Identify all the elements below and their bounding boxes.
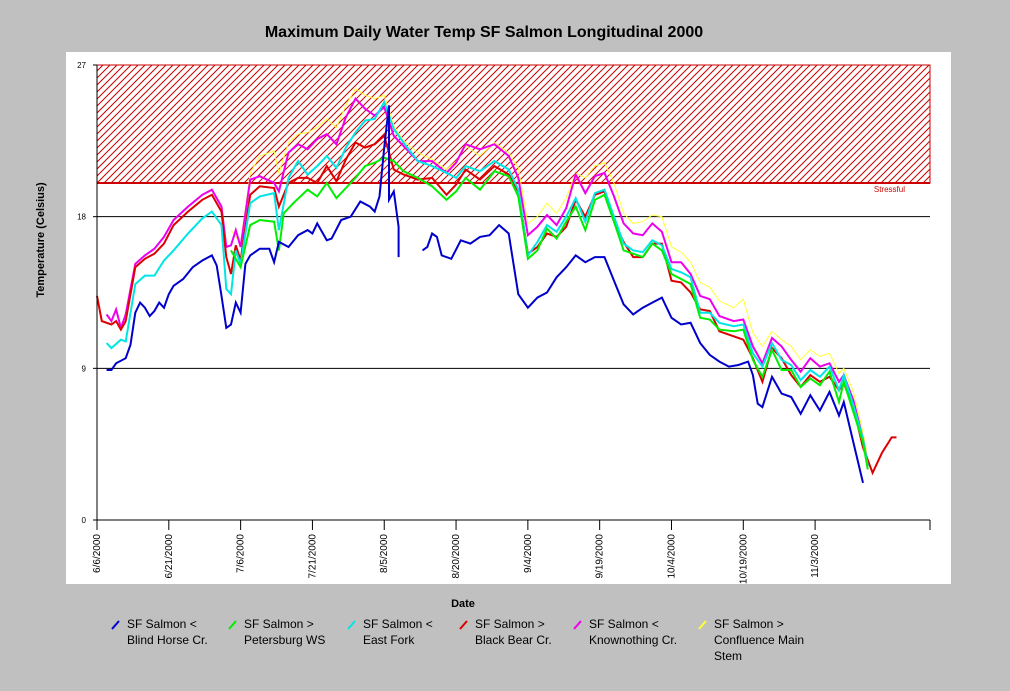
x-tick-label-10: 11/3/2000 [810, 534, 821, 578]
legend-label: SF Salmon < Blind Horse Cr. [127, 616, 237, 648]
x-tick-label-7: 9/19/2000 [595, 534, 606, 579]
x-tick-label-4: 8/5/2000 [379, 534, 390, 573]
chart-title: Maximum Daily Water Temp SF Salmon Longi… [265, 24, 703, 41]
series-0 [106, 105, 864, 484]
series-5 [230, 87, 869, 460]
legend-label-line2: Knownothing Cr. [589, 633, 678, 647]
series-line-2 [105, 99, 869, 467]
legend-label: SF Salmon > Confluence Main Stem [714, 616, 824, 664]
series-line-0 [106, 105, 400, 371]
series-line-5 [230, 87, 869, 460]
legend-label-line1: SF Salmon > [244, 617, 314, 631]
legend-label-line2: East Fork [363, 633, 415, 647]
y-tick-label-9: 9 [82, 364, 87, 373]
series-line-1 [230, 156, 869, 470]
x-axis-title: Date [451, 598, 475, 610]
stressful-label: Stressful [874, 185, 905, 194]
y-tick-label-0: 0 [82, 516, 87, 525]
legend-label-line3: Stem [714, 649, 743, 663]
legend-label-line1: SF Salmon < [363, 617, 433, 631]
legend-label: SF Salmon < Knownothing Cr. [589, 616, 699, 648]
x-tick-label-2: 7/6/2000 [236, 534, 247, 573]
legend-label: SF Salmon > Black Bear Cr. [475, 616, 585, 648]
legend-label-line1: SF Salmon > [475, 617, 545, 631]
legend-label-line2: Blind Horse Cr. [127, 633, 208, 647]
x-tick-label-5: 8/20/2000 [451, 534, 462, 579]
legend-label-line1: SF Salmon < [127, 617, 197, 631]
legend-label-line1: SF Salmon < [589, 617, 659, 631]
x-tick-label-0: 6/6/2000 [92, 534, 103, 573]
x-tick-label-9: 10/19/2000 [738, 534, 749, 584]
legend-label-line2: Petersburg WS [244, 633, 326, 647]
legend-label: SF Salmon > Petersburg WS [244, 616, 354, 648]
legend-label-line2: Black Bear Cr. [475, 633, 552, 647]
legend: SF Salmon < Blind Horse Cr. SF Salmon > Pet… [110, 616, 830, 676]
legend-swatch [698, 620, 707, 630]
x-tick-label-3: 7/21/2000 [307, 534, 318, 579]
legend-swatch [228, 620, 237, 630]
y-tick-label-27: 27 [77, 61, 86, 70]
legend-swatch [459, 620, 468, 630]
series-2 [105, 99, 869, 467]
stressful-band [96, 64, 931, 184]
legend-swatch [347, 620, 356, 630]
legend-swatch [573, 620, 582, 630]
x-tick-label-6: 9/4/2000 [523, 534, 534, 573]
y-axis-title: Temperature (Celsius) [35, 182, 47, 298]
x-tick-label-1: 6/21/2000 [164, 534, 175, 579]
y-tick-label-18: 18 [77, 213, 86, 222]
legend-label-line2: Confluence Main [714, 633, 805, 647]
series-1 [230, 156, 869, 470]
x-tick-label-8: 10/4/2000 [667, 534, 678, 579]
legend-label: SF Salmon < East Fork [363, 616, 473, 648]
series-line-0-b [421, 223, 864, 484]
legend-label-line1: SF Salmon > [714, 617, 784, 631]
legend-swatch [111, 620, 120, 630]
